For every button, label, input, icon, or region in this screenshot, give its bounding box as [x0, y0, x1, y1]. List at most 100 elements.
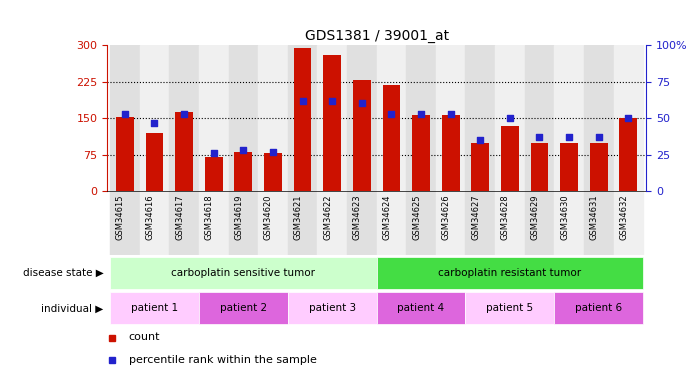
- Bar: [377, 257, 643, 289]
- Bar: [466, 191, 495, 255]
- Text: GSM34615: GSM34615: [116, 194, 125, 240]
- Bar: [229, 191, 258, 255]
- Bar: [495, 45, 524, 191]
- Text: count: count: [129, 333, 160, 342]
- Bar: [501, 126, 519, 191]
- Bar: [110, 257, 377, 289]
- Point: [534, 134, 545, 140]
- Bar: [554, 292, 643, 324]
- Bar: [377, 191, 406, 255]
- Point: [208, 150, 219, 156]
- Bar: [110, 191, 140, 255]
- Text: patient 2: patient 2: [220, 303, 267, 313]
- Bar: [466, 292, 554, 324]
- Bar: [317, 191, 347, 255]
- Bar: [110, 45, 140, 191]
- Text: GSM34632: GSM34632: [619, 194, 628, 240]
- Bar: [436, 191, 466, 255]
- Text: GSM34628: GSM34628: [501, 194, 510, 240]
- Point: [504, 115, 515, 121]
- Bar: [554, 45, 584, 191]
- Bar: [287, 292, 377, 324]
- Bar: [471, 142, 489, 191]
- Bar: [317, 45, 347, 191]
- Bar: [199, 45, 229, 191]
- Text: GSM34620: GSM34620: [264, 194, 273, 240]
- Bar: [294, 48, 312, 191]
- Text: carboplatin resistant tumor: carboplatin resistant tumor: [438, 268, 581, 278]
- Point: [149, 120, 160, 126]
- Text: individual ▶: individual ▶: [41, 303, 104, 313]
- Text: patient 4: patient 4: [397, 303, 444, 313]
- Bar: [287, 45, 317, 191]
- Bar: [205, 157, 223, 191]
- Bar: [436, 45, 466, 191]
- Point: [415, 111, 426, 117]
- Bar: [229, 45, 258, 191]
- Text: GSM34631: GSM34631: [589, 194, 598, 240]
- Bar: [199, 292, 287, 324]
- Text: patient 1: patient 1: [131, 303, 178, 313]
- Bar: [406, 191, 436, 255]
- Text: GSM34618: GSM34618: [205, 194, 214, 240]
- Point: [593, 134, 604, 140]
- Point: [238, 147, 249, 153]
- Bar: [412, 115, 430, 191]
- Bar: [258, 45, 287, 191]
- Bar: [169, 191, 199, 255]
- Text: GSM34629: GSM34629: [531, 194, 540, 240]
- Text: GSM34621: GSM34621: [294, 194, 303, 240]
- Point: [623, 115, 634, 121]
- Text: GSM34616: GSM34616: [146, 194, 155, 240]
- Bar: [590, 142, 607, 191]
- Bar: [140, 45, 169, 191]
- Point: [564, 134, 575, 140]
- Text: GSM34623: GSM34623: [353, 194, 362, 240]
- Point: [267, 149, 278, 155]
- Bar: [554, 191, 584, 255]
- Bar: [560, 142, 578, 191]
- Text: GSM34619: GSM34619: [234, 194, 243, 240]
- Bar: [347, 45, 377, 191]
- Point: [327, 98, 338, 104]
- Bar: [531, 142, 549, 191]
- Point: [178, 111, 189, 117]
- Bar: [442, 115, 460, 191]
- Text: GSM34627: GSM34627: [471, 194, 480, 240]
- Point: [120, 111, 131, 117]
- Text: GSM34624: GSM34624: [382, 194, 391, 240]
- Bar: [110, 292, 199, 324]
- Bar: [234, 152, 252, 191]
- Bar: [584, 45, 614, 191]
- Text: disease state ▶: disease state ▶: [23, 268, 104, 278]
- Point: [357, 100, 368, 106]
- Text: patient 3: patient 3: [309, 303, 356, 313]
- Point: [297, 98, 308, 104]
- Bar: [377, 45, 406, 191]
- Bar: [406, 45, 436, 191]
- Text: patient 5: patient 5: [486, 303, 533, 313]
- Bar: [619, 118, 637, 191]
- Bar: [353, 80, 370, 191]
- Bar: [383, 85, 400, 191]
- Point: [475, 137, 486, 143]
- Bar: [466, 45, 495, 191]
- Bar: [377, 292, 466, 324]
- Bar: [614, 191, 643, 255]
- Text: GSM34626: GSM34626: [442, 194, 451, 240]
- Text: patient 6: patient 6: [575, 303, 623, 313]
- Text: carboplatin sensitive tumor: carboplatin sensitive tumor: [171, 268, 315, 278]
- Text: GSM34617: GSM34617: [175, 194, 184, 240]
- Bar: [199, 191, 229, 255]
- Bar: [524, 191, 554, 255]
- Bar: [524, 45, 554, 191]
- Bar: [287, 191, 317, 255]
- Bar: [146, 133, 163, 191]
- Text: GSM34630: GSM34630: [560, 194, 569, 240]
- Text: percentile rank within the sample: percentile rank within the sample: [129, 355, 316, 365]
- Bar: [495, 191, 524, 255]
- Point: [386, 111, 397, 117]
- Bar: [140, 191, 169, 255]
- Title: GDS1381 / 39001_at: GDS1381 / 39001_at: [305, 28, 448, 43]
- Bar: [614, 45, 643, 191]
